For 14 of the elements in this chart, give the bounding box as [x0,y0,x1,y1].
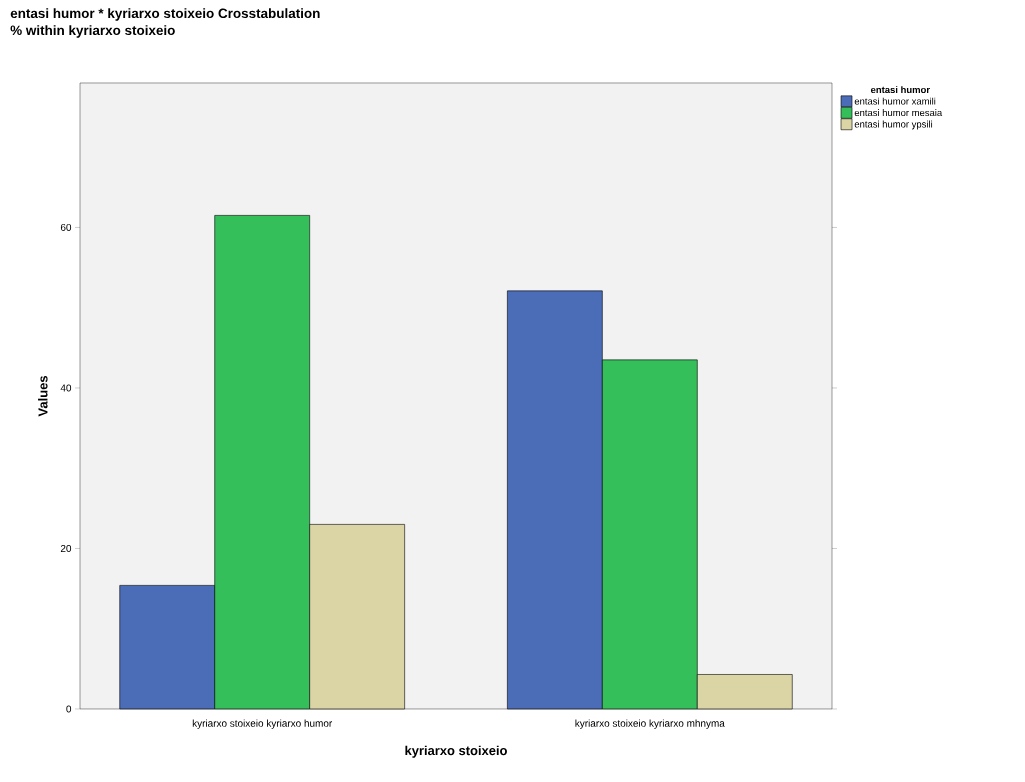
x-tick-label: kyriarxo stoixeio kyriarxo humor [192,719,333,729]
chart-subtitle: % within kyriarxo stoixeio [10,25,175,38]
y-tick-label: 60 [60,223,72,231]
y-tick-label: 20 [60,544,72,552]
legend-label: entasi humor ypsili [854,120,933,130]
y-tick-label: 40 [60,384,72,392]
y-axis-title: Values [38,375,48,417]
x-axis-title: kyriarxo stoixeio [405,745,507,758]
legend-label: entasi humor xamili [854,97,936,105]
x-tick-label: kyriarxo stoixeio kyriarxo mhnyma [575,719,725,729]
legend-title: entasi humor [870,86,930,94]
chart-title: entasi humor * kyriarxo stoixeio Crosstabulation [10,8,320,21]
y-tick-label: 0 [66,705,72,713]
legend-label: entasi humor mesaia [854,109,943,117]
